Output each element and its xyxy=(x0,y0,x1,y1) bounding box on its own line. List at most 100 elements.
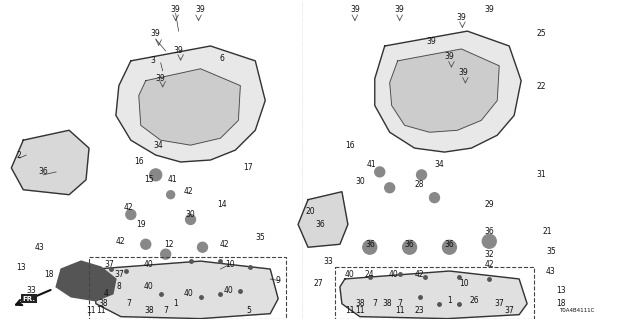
Text: 39: 39 xyxy=(427,36,436,45)
Text: 42: 42 xyxy=(484,260,494,268)
Text: 36: 36 xyxy=(445,240,454,249)
Text: 40: 40 xyxy=(389,269,399,278)
Polygon shape xyxy=(340,271,527,319)
Polygon shape xyxy=(12,130,89,195)
Text: 42: 42 xyxy=(184,187,193,196)
Text: T0A4B4111C: T0A4B4111C xyxy=(559,308,595,313)
Text: 37: 37 xyxy=(114,269,124,278)
Text: 14: 14 xyxy=(218,200,227,209)
Text: 38: 38 xyxy=(144,306,154,315)
Text: 21: 21 xyxy=(542,227,552,236)
Text: 36: 36 xyxy=(38,167,48,176)
Text: 36: 36 xyxy=(315,220,325,229)
Text: 13: 13 xyxy=(556,286,566,295)
Text: 38: 38 xyxy=(355,299,365,308)
Circle shape xyxy=(150,169,162,181)
Polygon shape xyxy=(116,46,265,162)
Text: 11: 11 xyxy=(96,306,106,315)
Text: 40: 40 xyxy=(144,282,154,292)
Text: 40: 40 xyxy=(144,260,154,268)
Circle shape xyxy=(363,240,377,254)
Text: 4: 4 xyxy=(104,289,108,298)
Circle shape xyxy=(403,240,417,254)
Text: FR.: FR. xyxy=(23,296,36,302)
Circle shape xyxy=(429,193,440,203)
Polygon shape xyxy=(139,69,241,145)
Text: 15: 15 xyxy=(144,175,154,184)
Text: 37: 37 xyxy=(104,260,114,268)
Text: 33: 33 xyxy=(26,286,36,295)
Text: 17: 17 xyxy=(243,164,253,172)
Circle shape xyxy=(442,240,456,254)
Text: 38: 38 xyxy=(98,299,108,308)
Bar xyxy=(89,257,286,319)
Text: 40: 40 xyxy=(345,269,355,278)
Text: 31: 31 xyxy=(536,170,546,180)
Text: 42: 42 xyxy=(415,269,424,278)
Text: 6: 6 xyxy=(220,54,225,63)
Polygon shape xyxy=(390,49,499,132)
Text: 42: 42 xyxy=(124,203,134,212)
Text: 10: 10 xyxy=(225,260,236,268)
Text: 10: 10 xyxy=(460,279,469,288)
Text: 30: 30 xyxy=(186,210,195,219)
Text: 27: 27 xyxy=(313,279,323,288)
Polygon shape xyxy=(298,192,348,247)
Text: 39: 39 xyxy=(196,5,205,14)
Polygon shape xyxy=(56,261,116,301)
Text: 36: 36 xyxy=(404,240,415,249)
Text: 34: 34 xyxy=(435,160,444,170)
Text: 42: 42 xyxy=(220,240,229,249)
Text: 12: 12 xyxy=(164,240,173,249)
Text: 34: 34 xyxy=(154,140,164,150)
Text: 7: 7 xyxy=(397,299,402,308)
Text: 11: 11 xyxy=(86,306,96,315)
Text: 7: 7 xyxy=(372,299,377,308)
Text: 22: 22 xyxy=(536,82,546,91)
Text: 39: 39 xyxy=(445,52,454,61)
Text: 23: 23 xyxy=(415,306,424,315)
Text: 20: 20 xyxy=(305,207,315,216)
Polygon shape xyxy=(375,31,521,152)
Text: 18: 18 xyxy=(44,269,54,278)
Text: 39: 39 xyxy=(156,74,166,83)
Text: 37: 37 xyxy=(494,299,504,308)
Text: 25: 25 xyxy=(536,28,546,38)
Text: 39: 39 xyxy=(151,28,161,38)
Circle shape xyxy=(417,170,426,180)
Text: 43: 43 xyxy=(546,267,556,276)
Text: 11: 11 xyxy=(395,306,404,315)
Text: 16: 16 xyxy=(345,140,355,150)
Text: 36: 36 xyxy=(484,227,494,236)
Text: 7: 7 xyxy=(126,299,131,308)
Circle shape xyxy=(166,191,175,199)
Bar xyxy=(335,267,534,319)
Text: 39: 39 xyxy=(456,13,467,22)
Text: 40: 40 xyxy=(223,286,233,295)
Text: 42: 42 xyxy=(116,237,125,246)
Text: 7: 7 xyxy=(163,306,168,315)
Text: 41: 41 xyxy=(367,160,376,170)
Text: 13: 13 xyxy=(17,263,26,272)
Circle shape xyxy=(198,242,207,252)
Text: 33: 33 xyxy=(323,257,333,266)
Text: 38: 38 xyxy=(383,299,392,308)
Text: 9: 9 xyxy=(276,276,280,285)
Text: 39: 39 xyxy=(350,5,360,14)
Polygon shape xyxy=(93,261,278,319)
Text: 18: 18 xyxy=(556,299,566,308)
Text: 11: 11 xyxy=(355,306,365,315)
Text: 43: 43 xyxy=(35,243,44,252)
Text: 39: 39 xyxy=(173,46,184,55)
Text: 16: 16 xyxy=(134,157,143,166)
Circle shape xyxy=(186,214,196,224)
Text: 39: 39 xyxy=(458,68,468,77)
Text: 35: 35 xyxy=(546,247,556,256)
Circle shape xyxy=(126,210,136,220)
Text: 39: 39 xyxy=(171,5,180,14)
Circle shape xyxy=(385,183,395,193)
Text: 1: 1 xyxy=(173,299,178,308)
Text: 35: 35 xyxy=(255,233,265,242)
Circle shape xyxy=(141,239,151,249)
Circle shape xyxy=(161,249,171,259)
